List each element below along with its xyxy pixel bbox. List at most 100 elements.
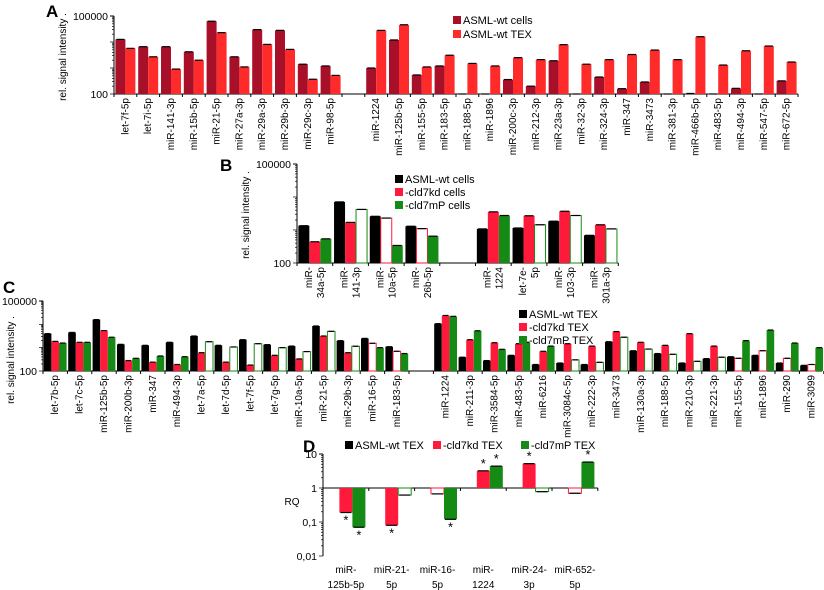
- x-tick-label: miR-200b-3p: [123, 375, 134, 433]
- legend-label: -cld7kd TEX: [443, 440, 503, 452]
- bar-b-s2-5: [534, 224, 547, 264]
- x-tick-label: miR-21- 5p: [374, 565, 410, 590]
- legend: ASML-wt TEX -cld7kd TEX -cld7mP TEX: [345, 440, 596, 452]
- bar-c-s2-26: [717, 356, 726, 372]
- bar-d-s2-2: [444, 488, 457, 520]
- x-tick-label: let-7i-5p: [143, 98, 154, 135]
- bar-c-s2-11: [326, 330, 336, 372]
- bar-c-s2-27: [742, 340, 750, 371]
- bar-c-s0-30: [800, 365, 808, 371]
- x-tick-label-line: miR-98-5p: [326, 98, 337, 145]
- legend-swatch: [345, 441, 353, 449]
- bar-c-s0-2: [92, 319, 101, 371]
- x-tick-label-line: 5p: [386, 580, 398, 590]
- x-tick-label-line: 103-3p: [566, 267, 577, 299]
- bar-c-s1-29: [782, 357, 792, 372]
- bar-a-s0-20: [594, 77, 605, 94]
- x-tick-label: miR-466b-5p: [690, 98, 701, 156]
- legend-swatch: [519, 323, 527, 331]
- bar-a-s0-8: [297, 64, 308, 94]
- bar-c-s1-15: [441, 315, 450, 371]
- bar-a-s0-16: [503, 79, 513, 94]
- x-tick-label: miR- 125b-5p: [328, 565, 365, 590]
- bar-c-s1-11: [319, 336, 328, 371]
- bar-c-s1-22: [612, 331, 621, 371]
- legend-label: -cld7kd cells: [405, 187, 466, 199]
- bar-c-s2-22: [619, 336, 629, 372]
- x-tick-label-line: 5p: [432, 580, 444, 590]
- x-tick-label-line: miR-290: [782, 375, 793, 413]
- x-tick-label: miR-29b-3p: [343, 375, 354, 428]
- bar-b-s0-4: [476, 228, 488, 263]
- bar-d-s1-0: [339, 488, 353, 513]
- x-tick-label: miR-212-3p: [531, 98, 542, 151]
- x-tick-label-line: let-7f-5p: [120, 98, 131, 135]
- bar-c-s2-25: [692, 360, 702, 372]
- bar-a-s0-7: [275, 30, 285, 94]
- x-tick-label-line: miR-3099: [807, 375, 818, 419]
- x-tick-label-line: miR-27a-3p: [234, 98, 245, 151]
- bar-c-s0-14: [385, 346, 393, 371]
- bar-c-s1-16: [466, 339, 474, 371]
- x-tick-label: miR-188-5p: [462, 98, 473, 151]
- x-tick-label-line: miR-652-: [554, 565, 595, 576]
- bar-c-s0-16: [458, 357, 467, 371]
- bar-c-s2-7: [229, 346, 238, 372]
- bar-c-s1-30: [807, 363, 816, 372]
- bar-a-s1-12: [421, 66, 432, 94]
- bar-b-s2-4: [498, 215, 510, 263]
- bar-c-s1-24: [661, 345, 669, 371]
- bar-a-s1-4: [216, 32, 227, 94]
- bar-c-s1-4: [149, 362, 157, 371]
- x-tick-label-line: miR-21-5p: [212, 98, 223, 145]
- x-tick-label-line: miR-: [375, 267, 386, 288]
- x-tick-label-line: let-7i-5p: [143, 98, 154, 135]
- x-tick-label: miR-301a-3p: [589, 267, 612, 304]
- y-tick-label: 100: [273, 258, 291, 270]
- x-tick-label: miR-200c-3p: [508, 98, 519, 156]
- x-tick-label-line: miR-1224: [371, 98, 382, 142]
- significance-star: *: [494, 451, 499, 466]
- significance-star: *: [481, 456, 486, 471]
- bar-c-s0-5: [165, 342, 174, 371]
- bar-c-s2-6: [204, 341, 214, 372]
- bar-b-s1-5: [523, 215, 535, 263]
- bar-b-s1-0: [309, 241, 321, 263]
- x-tick-label: miR-141-3p: [166, 98, 177, 151]
- bar-a-s0-6: [252, 29, 263, 94]
- bar-c-s0-23: [629, 350, 637, 371]
- bar-c-s0-12: [336, 340, 345, 371]
- bar-d-s2-0: [352, 488, 366, 528]
- bar-c-s2-13: [376, 347, 384, 371]
- bar-a-s0-0: [115, 39, 126, 94]
- x-tick-label-line: 10a-5p: [387, 267, 398, 299]
- x-tick-label-line: miR-1896: [758, 375, 769, 419]
- x-tick-label-line: miR-6216: [538, 375, 549, 419]
- bar-c-s0-7: [214, 345, 223, 371]
- bar-b-s0-3: [405, 226, 417, 263]
- bar-c-s1-19: [539, 351, 547, 371]
- y-tick-label: 100: [19, 366, 37, 378]
- x-tick-label: miR-155-5p: [733, 375, 744, 428]
- x-tick-label: miR-24- 3p: [511, 565, 547, 590]
- bar-a-s0-22: [639, 81, 650, 94]
- bar-a-s0-10: [366, 68, 377, 94]
- bar-a-s1-1: [148, 56, 159, 94]
- x-tick-label: miR-3084c-5p: [563, 375, 574, 438]
- x-tick-label-line: miR-155-5p: [417, 98, 428, 151]
- x-tick-label-line: miR-29a-3p: [257, 98, 268, 151]
- legend-swatch: [521, 441, 529, 449]
- bar-b-s2-6: [569, 215, 582, 264]
- bar-b-s0-6: [548, 221, 560, 263]
- bar-a-s1-9: [330, 75, 341, 94]
- bar-d-s2-5: [581, 462, 595, 488]
- x-tick-label-line: miR-29c-3p: [303, 98, 314, 150]
- panel-letter: A: [46, 2, 58, 21]
- bar-c-s1-27: [734, 357, 743, 372]
- x-tick-label: miR-34a-5p: [304, 267, 327, 299]
- x-tick-label-line: miR-494-3p: [736, 98, 747, 151]
- bar-a-s1-5: [239, 66, 250, 94]
- x-tick-label-line: miR-: [411, 267, 422, 288]
- x-tick-label-line: miR-: [482, 267, 493, 288]
